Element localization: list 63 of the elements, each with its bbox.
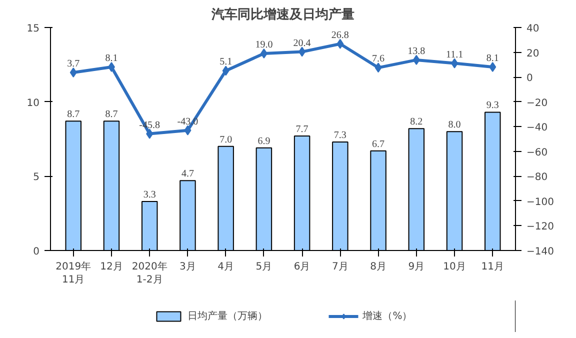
legend-label: 日均产量（万辆） (188, 310, 268, 323)
point (489, 62, 496, 72)
x-tick-label: 2019年 11月 (56, 260, 92, 286)
point (374, 62, 382, 73)
point (222, 66, 230, 76)
x-tick-label: 3月 (180, 262, 196, 272)
point (298, 46, 306, 57)
y-tick-label: 5 (33, 172, 40, 184)
legend-label: 增速（%） (362, 310, 412, 323)
y-tick-label: 10 (26, 98, 40, 109)
y2-tick-label: 0 (526, 73, 533, 84)
data-label: 11.1 (446, 49, 464, 60)
data-label: 7.6 (372, 54, 385, 65)
x-tick-label: 10月 (443, 262, 466, 272)
data-label: 8.1 (486, 53, 499, 64)
data-label: 7.3 (334, 130, 346, 141)
y2-tick-label: −60 (526, 147, 548, 158)
data-label: 4.7 (181, 168, 194, 180)
point (451, 58, 458, 68)
y2-tick-label: 20 (526, 48, 540, 60)
data-label: 3.7 (67, 58, 80, 70)
x-tick-label: 6月 (294, 262, 310, 272)
x-tick-label: 2020年 1-2月 (132, 260, 168, 286)
x-tick-label: 8月 (370, 262, 386, 272)
data-label: 8.2 (410, 116, 423, 128)
data-label: 7.7 (296, 124, 308, 136)
point (146, 128, 154, 139)
point (108, 62, 115, 72)
y2-tick-label: −80 (526, 172, 548, 184)
point (412, 54, 420, 65)
x-tick-label: 5月 (256, 262, 272, 272)
data-label: 19.0 (255, 40, 273, 51)
y2-tick-label: −120 (526, 222, 554, 233)
chart-title: 汽车同比增速及日均产量 (210, 6, 354, 22)
data-label: 6.7 (372, 138, 385, 150)
point (70, 67, 77, 78)
point (260, 48, 268, 59)
data-label: 20.4 (293, 38, 311, 49)
data-label: 7.0 (220, 134, 232, 146)
y2-tick-label: −40 (526, 122, 548, 134)
x-tick-label: 12月 (100, 262, 123, 272)
y2-tick-label: −100 (526, 196, 554, 208)
point (184, 125, 192, 136)
x-tick-label: 9月 (408, 262, 425, 272)
x-tick-label: 7月 (332, 262, 348, 272)
y-tick-label: 15 (26, 24, 40, 34)
y2-tick-label: −20 (526, 98, 548, 109)
y2-tick-label: −140 (526, 246, 554, 258)
x-tick-label: 11月 (481, 262, 504, 272)
y2-tick-label: 40 (526, 24, 540, 34)
data-label: 8.7 (67, 109, 80, 120)
point (336, 38, 344, 49)
data-label: 26.8 (331, 30, 349, 41)
y-tick-label: 0 (33, 246, 40, 258)
x-tick-label: 4月 (218, 262, 234, 272)
data-label: 5.1 (220, 56, 232, 68)
data-label: 13.8 (408, 46, 426, 57)
data-label: 8.0 (448, 120, 461, 131)
data-label: 8.7 (105, 109, 118, 120)
data-label: 9.3 (486, 100, 499, 112)
data-label: 6.9 (258, 136, 270, 147)
data-label: 8.1 (105, 53, 118, 64)
data-label: 3.3 (143, 189, 156, 200)
